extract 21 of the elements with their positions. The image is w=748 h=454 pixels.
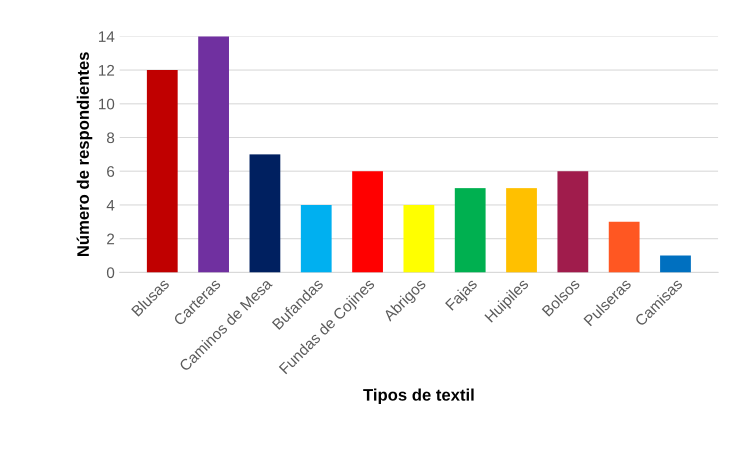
bar bbox=[506, 188, 537, 272]
bar bbox=[608, 222, 640, 272]
y-tick-label: 2 bbox=[107, 234, 114, 244]
bar bbox=[198, 36, 229, 272]
y-tick-label: 8 bbox=[106, 132, 114, 144]
y-tick-label: 10 bbox=[98, 98, 114, 110]
y-tick-label: 12 bbox=[98, 64, 114, 76]
y-axis-title: Número de respondientes bbox=[76, 52, 92, 256]
bar bbox=[557, 171, 588, 272]
y-tick-label: 0 bbox=[106, 267, 114, 278]
bar bbox=[146, 70, 178, 272]
bar bbox=[403, 204, 434, 272]
bar bbox=[454, 188, 486, 272]
y-tick-label: 6 bbox=[107, 166, 114, 177]
bar bbox=[250, 154, 280, 272]
y-tick-label: 4 bbox=[106, 200, 114, 210]
x-axis-title: Tipos de textil bbox=[363, 388, 474, 404]
bar bbox=[352, 171, 383, 272]
bar bbox=[660, 256, 691, 272]
y-tick-label: 14 bbox=[98, 31, 114, 42]
bar bbox=[300, 204, 332, 272]
